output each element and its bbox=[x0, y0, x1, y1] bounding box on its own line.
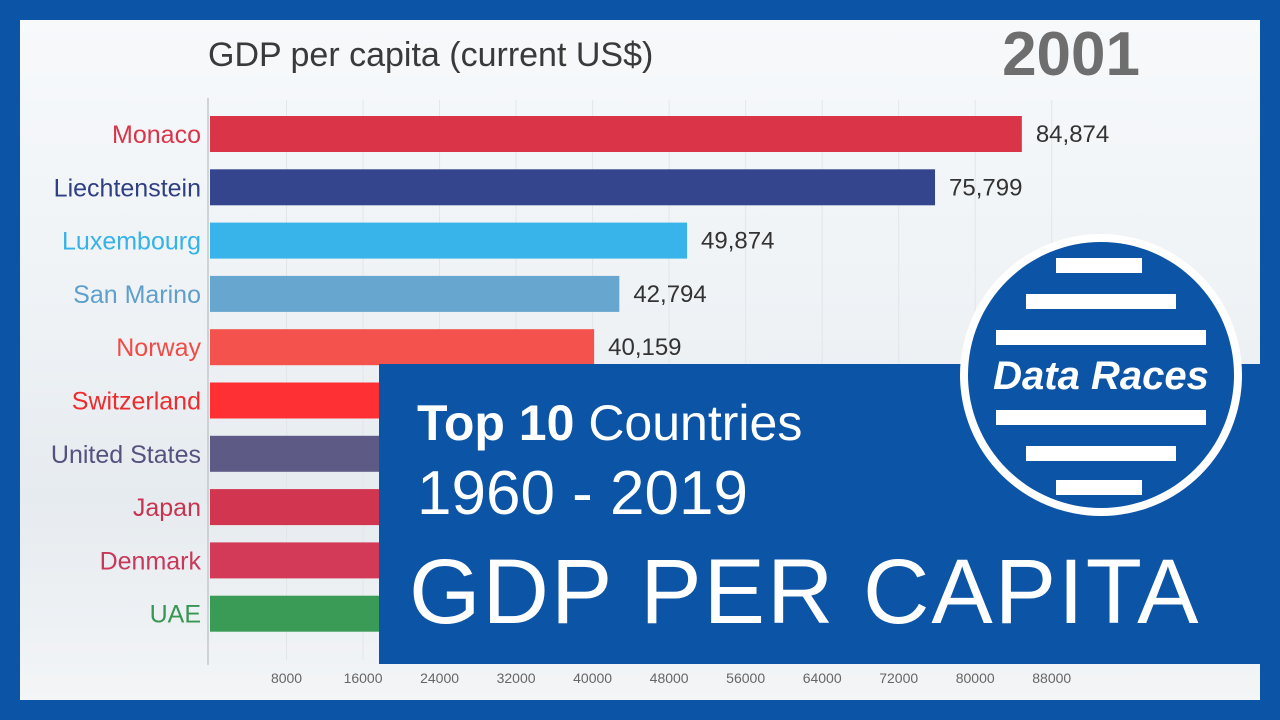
logo-bar bbox=[1026, 446, 1176, 461]
country-label: Japan bbox=[133, 494, 201, 522]
x-tick-label: 8000 bbox=[271, 670, 302, 686]
value-label: 40,159 bbox=[608, 334, 681, 361]
logo-circle: Data Races bbox=[968, 242, 1234, 508]
x-tick-label: 24000 bbox=[420, 670, 459, 686]
country-label: Monaco bbox=[112, 121, 201, 149]
logo-text: Data Races bbox=[993, 354, 1209, 398]
logo-bar bbox=[996, 330, 1206, 345]
country-label: Norway bbox=[116, 334, 201, 362]
bar-monaco bbox=[210, 116, 1022, 152]
x-tick-label: 48000 bbox=[650, 670, 689, 686]
x-tick-label: 32000 bbox=[497, 670, 536, 686]
x-tick-label: 80000 bbox=[956, 670, 995, 686]
x-tick-label: 40000 bbox=[573, 670, 612, 686]
country-label: Liechtenstein bbox=[54, 174, 201, 202]
value-label: 42,794 bbox=[633, 281, 706, 308]
bar-liechtenstein bbox=[210, 169, 936, 206]
bar-luxembourg bbox=[210, 222, 688, 259]
chart-stage: GDP per capita (current US$) 2001 Monaco… bbox=[20, 20, 1260, 700]
country-label: UAE bbox=[150, 601, 201, 629]
value-label: 75,799 bbox=[949, 174, 1022, 201]
x-tick-label: 16000 bbox=[344, 670, 383, 686]
banner-topic: GDP PER CAPITA bbox=[409, 541, 1201, 643]
logo-bar bbox=[1056, 258, 1142, 273]
country-label: United States bbox=[51, 441, 201, 469]
country-label: Denmark bbox=[100, 547, 202, 575]
data-races-logo: Data Races bbox=[960, 234, 1242, 516]
x-tick-label: 56000 bbox=[726, 670, 765, 686]
logo-bar bbox=[1026, 294, 1176, 309]
bar-norway bbox=[210, 329, 595, 366]
banner-years: 1960 - 2019 bbox=[417, 459, 748, 528]
logo-bar bbox=[996, 410, 1206, 425]
value-label: 84,874 bbox=[1036, 121, 1109, 148]
country-label: Luxembourg bbox=[62, 228, 201, 256]
banner-countries: Countries bbox=[588, 395, 803, 451]
bar-san-marino bbox=[210, 275, 620, 312]
year-label: 2001 bbox=[1002, 20, 1140, 89]
logo-bar bbox=[1056, 480, 1142, 495]
x-tick-label: 64000 bbox=[803, 670, 842, 686]
country-label: San Marino bbox=[73, 281, 201, 309]
banner-top10: Top 10 bbox=[417, 395, 575, 451]
x-tick-label: 88000 bbox=[1032, 670, 1071, 686]
x-tick-label: 72000 bbox=[879, 670, 918, 686]
banner-top10-line: Top 10 Countries bbox=[417, 394, 802, 452]
value-label: 49,874 bbox=[701, 228, 774, 255]
x-tick-labels: 8000 16000 24000 32000 40000 48000 56000 64000 7… bbox=[271, 670, 1071, 686]
country-label: Switzerland bbox=[72, 388, 201, 416]
chart-title: GDP per capita (current US$) bbox=[208, 36, 653, 74]
